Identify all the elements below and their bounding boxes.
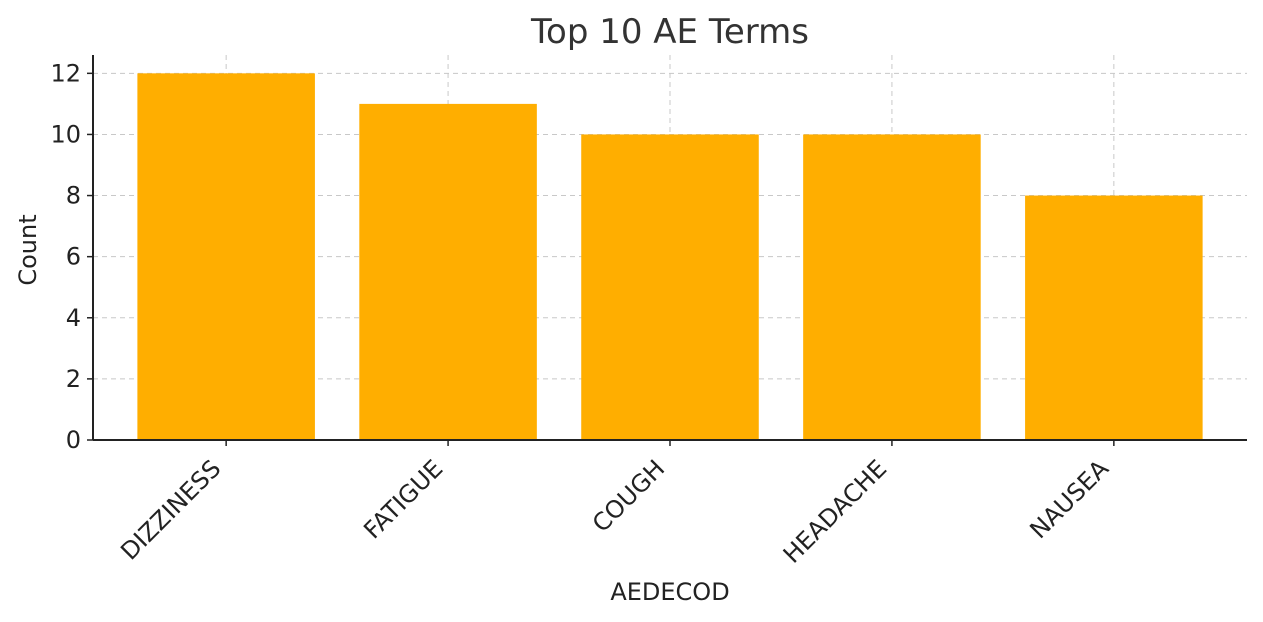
y-axis-label: Count — [14, 214, 42, 285]
x-tick-label: HEADACHE — [778, 454, 892, 568]
y-tick-label: 6 — [66, 243, 81, 271]
bar-cough — [581, 134, 759, 440]
x-tick-label: FATIGUE — [358, 454, 448, 544]
y-tick-label: 2 — [66, 365, 81, 393]
x-tick-label: COUGH — [587, 454, 670, 537]
x-axis-label: AEDECOD — [610, 578, 729, 606]
x-tick-label: DIZZINESS — [115, 454, 226, 565]
bar-layer — [137, 73, 1203, 440]
bar-nausea — [1025, 195, 1203, 440]
bar-fatigue — [359, 103, 537, 440]
bar-dizziness — [137, 73, 315, 440]
y-tick-label: 8 — [66, 182, 81, 210]
x-tick-label: NAUSEA — [1024, 454, 1114, 544]
bar-headache — [803, 134, 981, 440]
y-tick-label: 0 — [66, 426, 81, 454]
y-tick-label: 12 — [50, 59, 81, 87]
chart-title: Top 10 AE Terms — [530, 12, 809, 52]
y-tick-label: 4 — [66, 304, 81, 332]
y-tick-label: 10 — [50, 120, 81, 148]
